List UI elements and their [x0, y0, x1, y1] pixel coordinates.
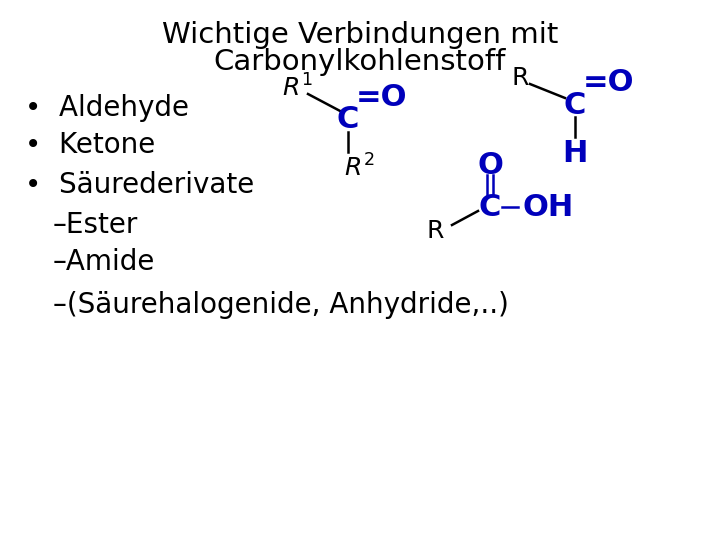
Text: $R^1$: $R^1$: [282, 75, 312, 102]
Text: Wichtige Verbindungen mit: Wichtige Verbindungen mit: [162, 21, 558, 49]
Text: H: H: [562, 138, 588, 167]
Text: •  Säurederivate: • Säurederivate: [25, 171, 254, 199]
Text: =O: =O: [356, 83, 408, 112]
Text: =O: =O: [583, 68, 634, 97]
Text: •  Aldehyde: • Aldehyde: [25, 94, 189, 122]
Text: $R^2$: $R^2$: [344, 154, 374, 181]
Text: –Ester: –Ester: [53, 211, 138, 239]
Text: O: O: [477, 151, 503, 179]
Text: C: C: [479, 192, 501, 221]
Text: R: R: [426, 219, 444, 243]
Text: •  Ketone: • Ketone: [25, 131, 156, 159]
Text: C: C: [337, 105, 359, 134]
Text: C: C: [564, 91, 586, 119]
Text: Carbonylkohlenstoff: Carbonylkohlenstoff: [214, 48, 506, 76]
Text: –(Säurehalogenide, Anhydride,..): –(Säurehalogenide, Anhydride,..): [53, 291, 509, 319]
Text: OH: OH: [522, 192, 573, 221]
Text: –Amide: –Amide: [53, 248, 156, 276]
Text: R: R: [511, 66, 528, 90]
